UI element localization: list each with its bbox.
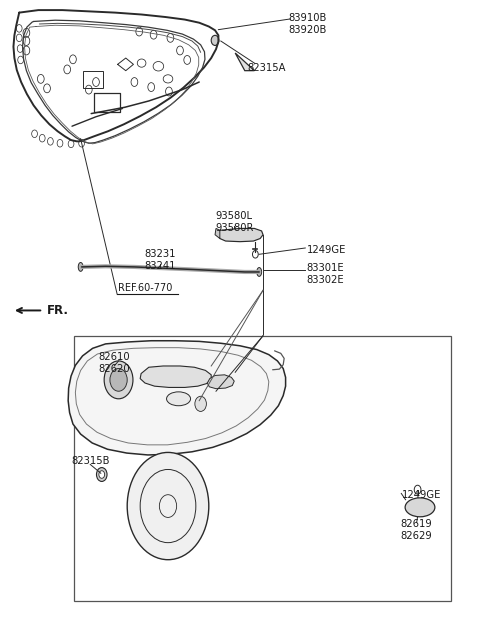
Ellipse shape bbox=[405, 498, 435, 517]
Polygon shape bbox=[68, 341, 286, 455]
Text: 1249GE: 1249GE bbox=[402, 490, 442, 500]
Text: REF.60-770: REF.60-770 bbox=[118, 283, 172, 293]
Polygon shape bbox=[218, 228, 263, 242]
Ellipse shape bbox=[78, 262, 83, 271]
Circle shape bbox=[252, 251, 258, 258]
Text: 82619
82629: 82619 82629 bbox=[401, 519, 432, 541]
Circle shape bbox=[127, 452, 209, 560]
Circle shape bbox=[110, 369, 127, 391]
Ellipse shape bbox=[167, 392, 191, 406]
Polygon shape bbox=[140, 366, 211, 387]
Polygon shape bbox=[235, 53, 254, 71]
Circle shape bbox=[414, 485, 421, 494]
Text: FR.: FR. bbox=[47, 304, 69, 317]
Circle shape bbox=[104, 361, 133, 399]
Circle shape bbox=[195, 396, 206, 411]
Circle shape bbox=[99, 471, 105, 478]
Text: 83301E
83302E: 83301E 83302E bbox=[306, 263, 344, 285]
Bar bbox=[74, 336, 451, 601]
Text: 83231
83241: 83231 83241 bbox=[144, 249, 176, 271]
Text: 82315A: 82315A bbox=[247, 63, 286, 73]
Text: 82315B: 82315B bbox=[71, 456, 109, 466]
Ellipse shape bbox=[257, 268, 262, 276]
Polygon shape bbox=[215, 228, 220, 239]
Text: 83910B
83920B: 83910B 83920B bbox=[288, 13, 326, 35]
Polygon shape bbox=[207, 375, 234, 389]
Text: 82610
82620: 82610 82620 bbox=[98, 352, 130, 374]
Text: 93580L
93580R: 93580L 93580R bbox=[215, 211, 253, 233]
Circle shape bbox=[211, 35, 219, 45]
Circle shape bbox=[96, 468, 107, 481]
Text: 1249GE: 1249GE bbox=[307, 245, 347, 255]
Bar bbox=[83, 71, 103, 88]
